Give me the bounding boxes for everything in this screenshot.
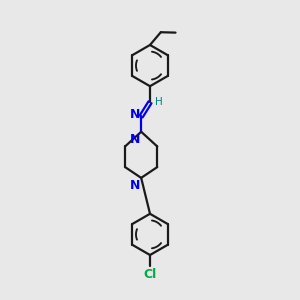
Text: Cl: Cl bbox=[143, 268, 157, 281]
Text: N: N bbox=[130, 108, 140, 122]
Text: N: N bbox=[130, 133, 140, 146]
Text: H: H bbox=[155, 97, 163, 107]
Text: N: N bbox=[130, 179, 140, 192]
